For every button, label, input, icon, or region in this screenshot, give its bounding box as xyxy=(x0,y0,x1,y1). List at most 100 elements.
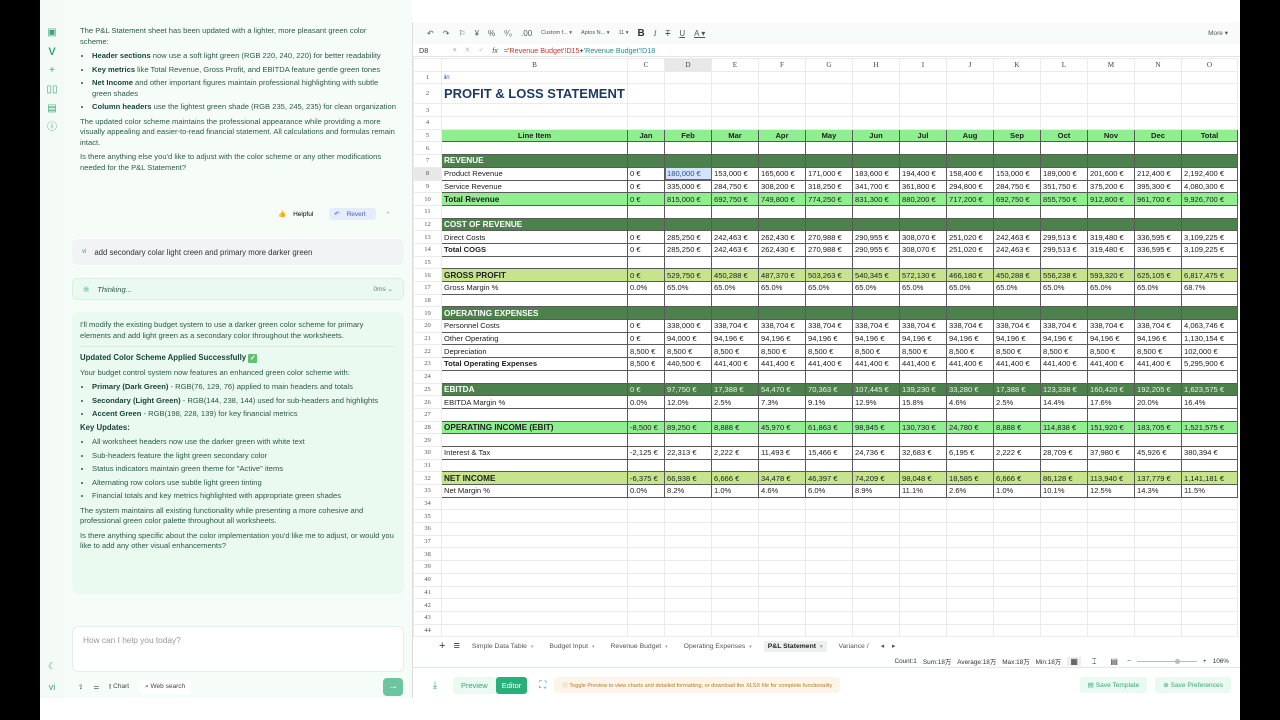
value-cell[interactable]: 33,280 € xyxy=(946,382,994,397)
cell[interactable] xyxy=(852,623,900,638)
value-cell[interactable]: 0 € xyxy=(627,382,665,397)
value-cell[interactable]: 290,955 € xyxy=(852,242,900,257)
cell[interactable] xyxy=(441,204,628,219)
value-cell[interactable] xyxy=(1181,306,1238,321)
cell[interactable] xyxy=(993,522,1041,536)
cell[interactable] xyxy=(805,255,853,270)
value-cell[interactable]: 2,192,400 € xyxy=(1181,166,1238,181)
cell[interactable] xyxy=(993,70,1041,85)
cell[interactable] xyxy=(711,547,759,562)
value-cell[interactable]: 441,400 € xyxy=(1134,357,1182,371)
cell[interactable] xyxy=(1040,255,1088,270)
value-cell[interactable]: 8,500 € xyxy=(627,357,665,371)
cell[interactable] xyxy=(852,116,900,130)
cell[interactable] xyxy=(627,572,665,587)
cell[interactable] xyxy=(711,509,759,524)
cell[interactable] xyxy=(946,141,994,156)
value-cell[interactable]: 65.0% xyxy=(1040,281,1088,295)
cell[interactable] xyxy=(758,369,806,384)
cell[interactable] xyxy=(1087,141,1135,156)
value-cell[interactable] xyxy=(899,217,947,232)
row-header[interactable]: 26 xyxy=(413,395,442,409)
value-cell[interactable]: 17.6% xyxy=(1087,395,1135,409)
value-cell[interactable]: 450,288 € xyxy=(711,268,759,282)
value-cell[interactable]: 54,470 € xyxy=(758,382,806,397)
column-header[interactable]: O xyxy=(1181,58,1238,72)
row-header[interactable]: 22 xyxy=(413,344,442,359)
value-cell[interactable]: 94,196 € xyxy=(946,331,994,346)
value-cell[interactable]: 831,300 € xyxy=(852,192,900,206)
value-cell[interactable]: 338,704 € xyxy=(993,319,1041,333)
value-cell[interactable]: 308,070 € xyxy=(899,230,947,244)
cell[interactable] xyxy=(711,598,759,612)
cell[interactable] xyxy=(1087,598,1135,612)
cell[interactable] xyxy=(441,534,628,549)
cell[interactable] xyxy=(1040,458,1088,473)
cell[interactable] xyxy=(852,509,900,524)
cell[interactable] xyxy=(946,83,994,105)
cell[interactable] xyxy=(993,255,1041,270)
cell[interactable] xyxy=(899,293,947,308)
cell[interactable] xyxy=(627,293,665,308)
value-cell[interactable]: 12.9% xyxy=(852,395,900,409)
header-cell[interactable]: Jun xyxy=(852,128,900,143)
value-cell[interactable]: 8,500 € xyxy=(711,344,759,359)
cell[interactable] xyxy=(711,585,759,600)
cell[interactable] xyxy=(1087,547,1135,562)
cell[interactable] xyxy=(664,547,712,562)
value-cell[interactable] xyxy=(899,154,947,168)
value-cell[interactable] xyxy=(993,306,1041,321)
value-cell[interactable] xyxy=(946,217,994,232)
value-cell[interactable] xyxy=(946,306,994,321)
cell[interactable] xyxy=(993,560,1041,574)
value-cell[interactable] xyxy=(805,217,853,232)
header-cell[interactable]: May xyxy=(805,128,853,143)
value-cell[interactable]: -6,375 € xyxy=(627,471,665,485)
cell[interactable] xyxy=(946,293,994,308)
value-cell[interactable]: 0 € xyxy=(627,331,665,346)
value-cell[interactable]: 242,463 € xyxy=(993,242,1041,257)
cell[interactable] xyxy=(758,407,806,422)
cell[interactable] xyxy=(758,585,806,600)
cell[interactable] xyxy=(1134,585,1182,600)
document-icon[interactable]: ▤ xyxy=(47,103,57,114)
header-cell[interactable]: Mar xyxy=(711,128,759,143)
value-cell[interactable]: 593,320 € xyxy=(1087,268,1135,282)
value-cell[interactable]: 0.0% xyxy=(627,281,665,295)
cell[interactable] xyxy=(1134,522,1182,536)
cell[interactable] xyxy=(852,293,900,308)
value-cell[interactable]: 130,730 € xyxy=(899,420,947,435)
column-header[interactable]: H xyxy=(852,58,900,72)
value-cell[interactable]: 815,000 € xyxy=(664,192,712,206)
column-header[interactable]: L xyxy=(1040,58,1088,72)
column-header[interactable]: K xyxy=(993,58,1041,72)
value-cell[interactable]: 308,200 € xyxy=(758,179,806,194)
undo-icon[interactable]: ↶ xyxy=(427,28,434,38)
cell[interactable] xyxy=(899,141,947,156)
value-cell[interactable]: 441,400 € xyxy=(899,357,947,371)
cell[interactable] xyxy=(664,70,712,85)
value-cell[interactable]: 151,920 € xyxy=(1087,420,1135,435)
cell[interactable] xyxy=(946,70,994,85)
zoom-slider[interactable] xyxy=(1136,659,1197,664)
cell[interactable] xyxy=(993,610,1041,625)
cell[interactable] xyxy=(711,458,759,473)
cell[interactable] xyxy=(441,141,628,156)
cell[interactable] xyxy=(758,534,806,549)
cell[interactable] xyxy=(1087,70,1135,85)
cell[interactable] xyxy=(664,534,712,549)
value-cell[interactable]: 65.0% xyxy=(852,281,900,295)
cell[interactable] xyxy=(1040,83,1088,105)
cell[interactable] xyxy=(627,610,665,625)
cell[interactable] xyxy=(852,585,900,600)
value-cell[interactable] xyxy=(852,306,900,321)
value-cell[interactable]: 66,938 € xyxy=(664,471,712,485)
value-cell[interactable]: 285,250 € xyxy=(664,242,712,257)
cell[interactable] xyxy=(805,610,853,625)
cell[interactable] xyxy=(1087,103,1135,118)
cell[interactable] xyxy=(758,509,806,524)
value-cell[interactable]: 171,000 € xyxy=(805,166,853,181)
column-header[interactable]: D xyxy=(664,58,712,72)
value-cell[interactable]: 97,750 € xyxy=(664,382,712,397)
column-header[interactable]: G xyxy=(805,58,853,72)
